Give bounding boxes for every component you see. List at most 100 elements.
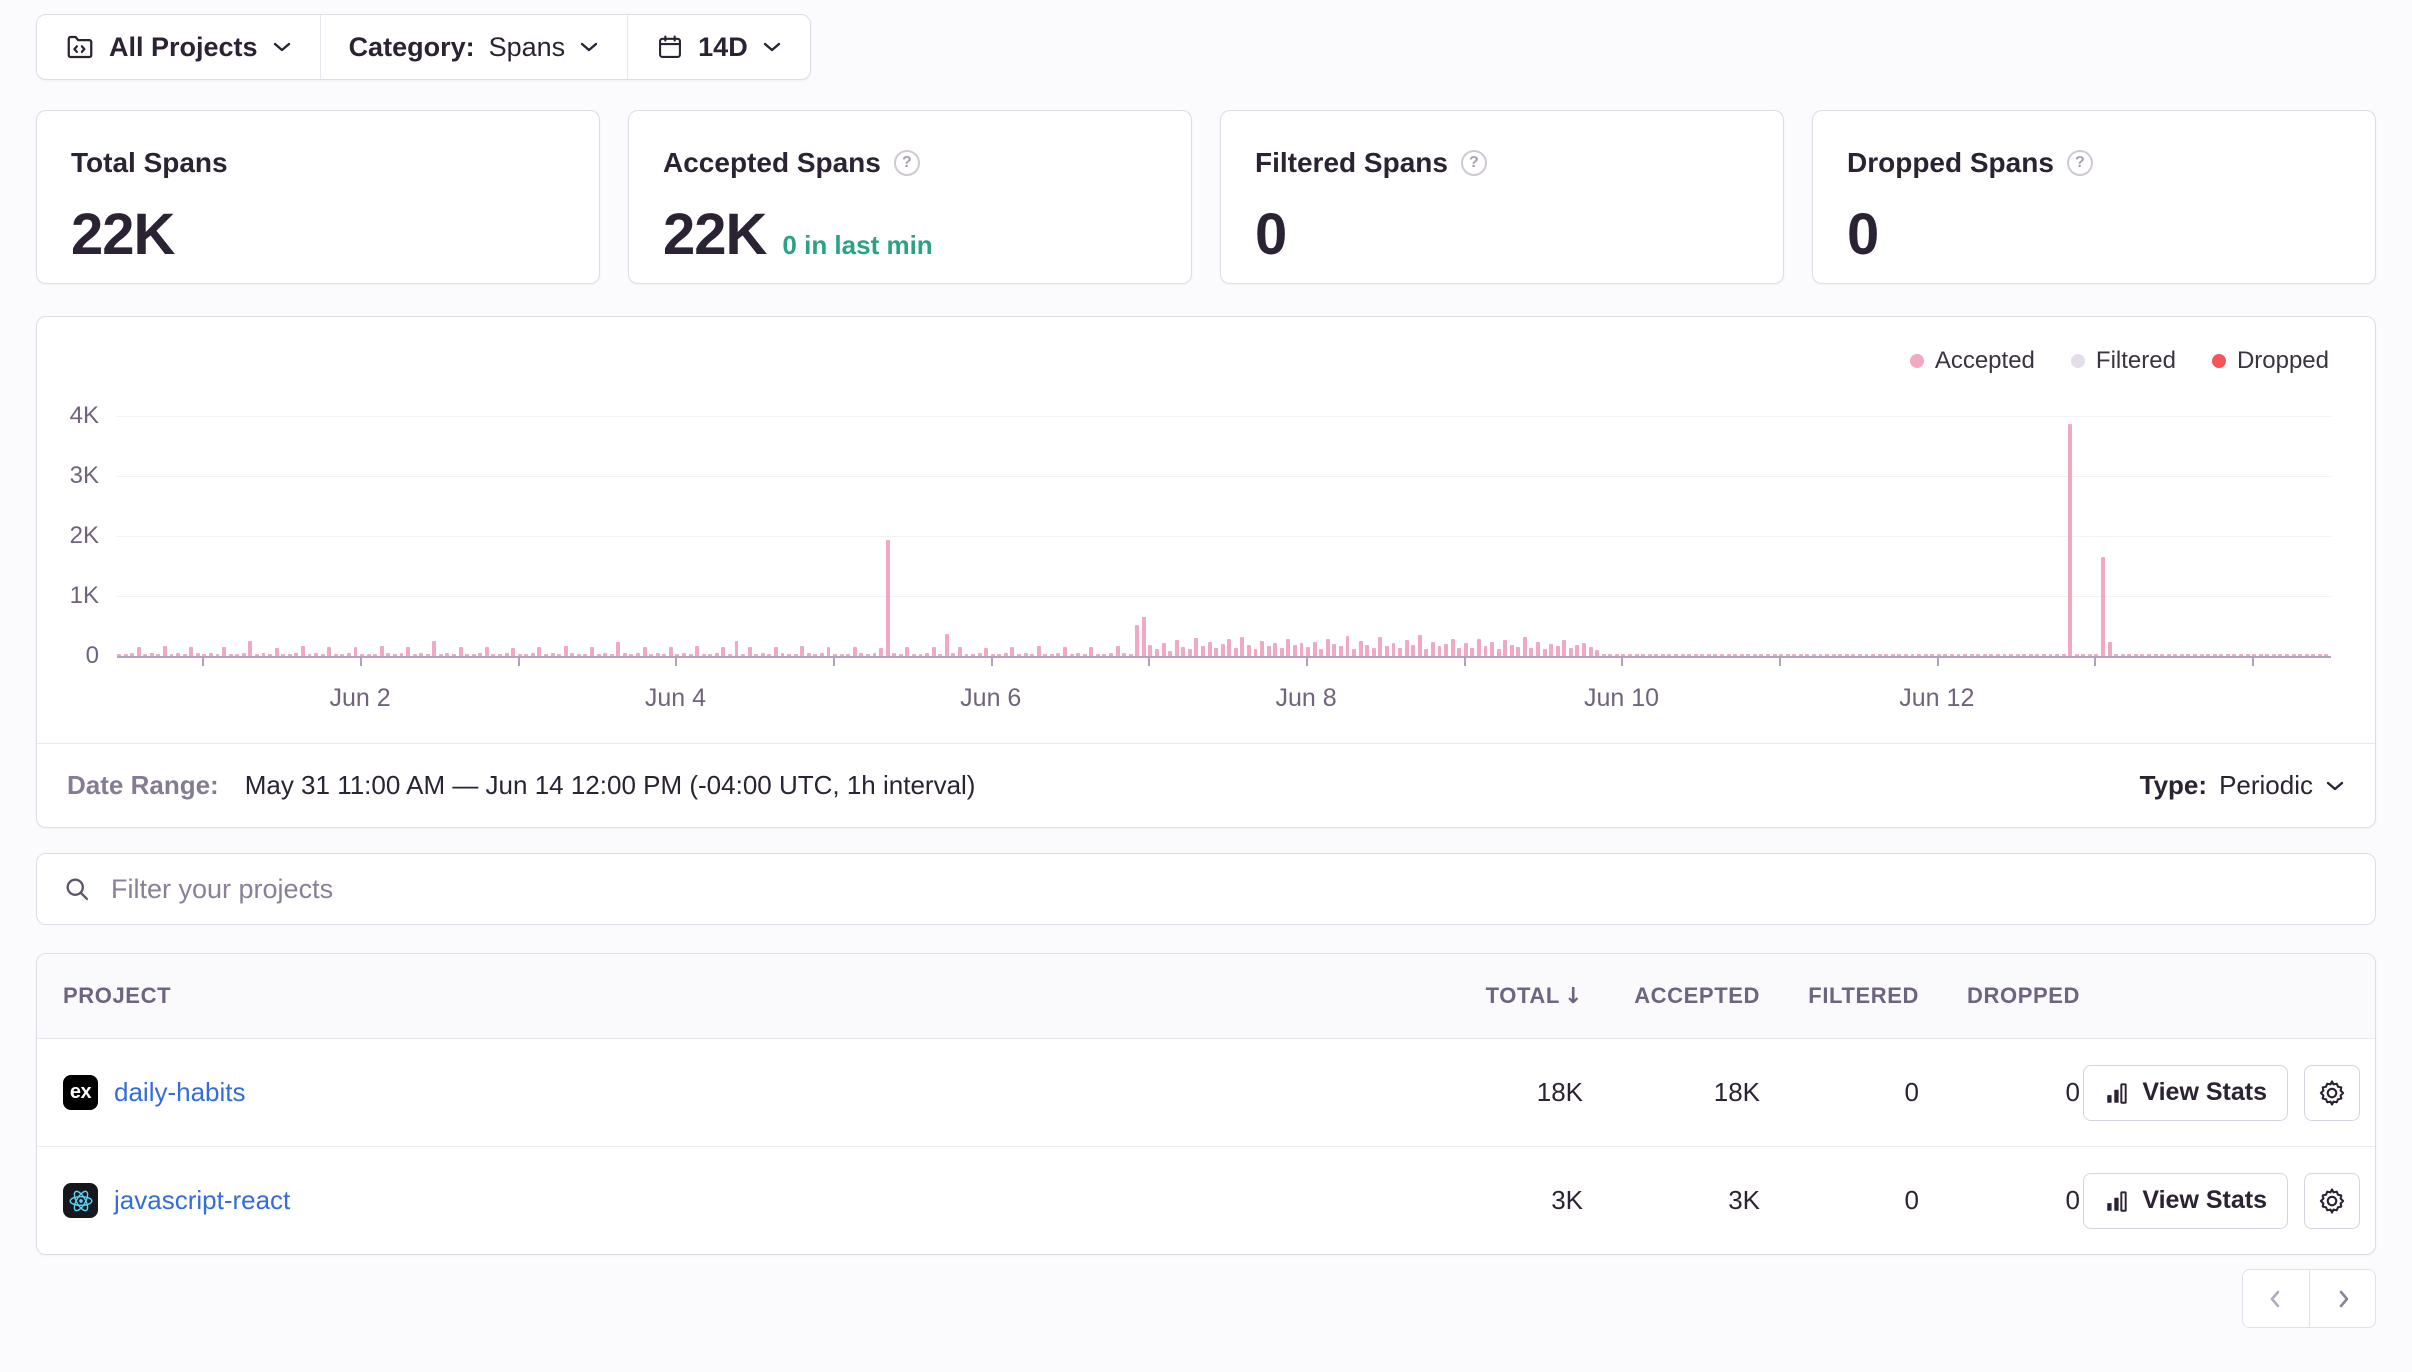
- chart-bar: [208, 653, 213, 656]
- chart-bar: [235, 654, 240, 656]
- project-settings-button[interactable]: [2304, 1172, 2360, 1229]
- chart-bar: [1266, 646, 1271, 656]
- type-selector[interactable]: Type: Periodic: [2140, 770, 2345, 801]
- question-circle-icon[interactable]: ?: [2066, 150, 2093, 176]
- chart-bar: [130, 653, 135, 656]
- x-axis-tick: [1936, 656, 1939, 666]
- chart-bar: [2271, 654, 2276, 656]
- dropped-spans-value: 0: [1847, 202, 1879, 267]
- chart-bar: [1450, 639, 1455, 656]
- project-settings-button[interactable]: [2304, 1064, 2360, 1121]
- chart-bar: [1726, 654, 1731, 656]
- chart-bar: [498, 653, 502, 656]
- chart-bar: [1733, 654, 1738, 656]
- chart-bar: [1332, 644, 1337, 656]
- pagination: [36, 1269, 2376, 1328]
- filtered-spans-value: 0: [1255, 202, 1287, 267]
- chart-bar: [1141, 617, 1146, 656]
- chart-bar: [2055, 654, 2059, 656]
- col-dropped[interactable]: DROPPED: [1967, 983, 2080, 1008]
- category-selector[interactable]: Category: Spans: [319, 15, 628, 79]
- chart-bar: [1483, 645, 1488, 656]
- chart-bar: [1279, 648, 1284, 656]
- chart-bar: [176, 653, 181, 656]
- y-axis-label: 1K: [69, 582, 99, 609]
- chart-bar: [997, 654, 1002, 656]
- gridline: [117, 536, 2331, 537]
- chart-bar: [1319, 648, 1324, 656]
- chart-bar: [833, 653, 838, 656]
- chart-bar: [622, 653, 627, 656]
- chart-bar: [1043, 653, 1048, 656]
- x-axis-tick: [1148, 656, 1151, 666]
- col-accepted[interactable]: ACCEPTED: [1634, 983, 1760, 1008]
- chart-bar: [1890, 654, 1895, 656]
- chart-bar: [1562, 640, 1567, 656]
- chart-bar: [524, 654, 529, 656]
- stat-cards: Total Spans 22K Accepted Spans ? 22K 0 i…: [36, 110, 2376, 284]
- x-axis-label: Jun 2: [329, 684, 391, 712]
- legend-dropped[interactable]: Dropped: [2211, 347, 2329, 375]
- project-link[interactable]: daily-habits: [114, 1077, 246, 1107]
- project-link[interactable]: javascript-react: [114, 1185, 291, 1215]
- filter-projects-input[interactable]: [109, 872, 2349, 906]
- chart-bar: [1207, 641, 1212, 656]
- chart-bar: [806, 653, 811, 656]
- col-project[interactable]: PROJECT: [63, 983, 172, 1008]
- chart-bar: [1490, 641, 1494, 656]
- bar-chart-icon: [2104, 1080, 2130, 1106]
- next-page-button[interactable]: [2309, 1270, 2375, 1327]
- chart-bar: [117, 653, 121, 656]
- chart-bar: [642, 646, 647, 656]
- chart-bar: [182, 653, 187, 656]
- chart-bar: [1187, 649, 1192, 656]
- legend-filtered[interactable]: Filtered: [2070, 347, 2176, 375]
- chart-bar: [307, 654, 312, 656]
- usage-chart-card: Accepted Filtered Dropped 0 1K 2K 3K 4K Jun 2…: [36, 316, 2376, 828]
- card-title: Total Spans: [71, 147, 228, 178]
- chart-bar: [563, 646, 568, 656]
- chart-bar: [2291, 654, 2296, 656]
- col-filtered[interactable]: FILTERED: [1808, 983, 1919, 1008]
- chart-bar: [346, 653, 351, 656]
- project-selector[interactable]: All Projects: [37, 15, 320, 79]
- col-total[interactable]: TOTAL ↓: [1485, 983, 1583, 1009]
- bar-chart-icon: [2104, 1188, 2130, 1214]
- chart-bar: [1746, 654, 1751, 656]
- chart-bar: [1220, 644, 1225, 656]
- chart-bar: [2278, 654, 2283, 656]
- legend-accepted[interactable]: Accepted: [1909, 347, 2035, 375]
- chart-bar: [655, 653, 660, 656]
- question-circle-icon[interactable]: ?: [1460, 150, 1487, 176]
- date-range-row: Date Range: May 31 11:00 AM — Jun 14 12:…: [37, 744, 2375, 827]
- view-stats-button[interactable]: View Stats: [2083, 1172, 2288, 1229]
- react-icon: [63, 1183, 98, 1218]
- chart-bar: [767, 653, 772, 656]
- chart-bar: [1693, 654, 1698, 656]
- filtered-dot-icon: [2070, 354, 2085, 368]
- chart-bar: [1457, 647, 1462, 656]
- chart-bar: [1023, 653, 1028, 656]
- chart-bar: [879, 647, 884, 656]
- chart-bar: [1227, 639, 1232, 656]
- chart-bar: [793, 653, 798, 656]
- chart-bar: [1785, 654, 1790, 656]
- chart-bar: [1003, 653, 1008, 656]
- chart-bar: [780, 653, 785, 656]
- gridline: [117, 596, 2331, 597]
- chart-bar: [1549, 644, 1554, 656]
- x-axis-tick: [675, 656, 678, 666]
- chevron-down-icon: [579, 41, 599, 53]
- chart-bar: [2160, 654, 2165, 656]
- chart-bar: [636, 653, 640, 656]
- chart-bar: [1798, 654, 1803, 656]
- chart-bar: [1956, 654, 1961, 656]
- chart-bar: [1168, 650, 1173, 656]
- chart-bar: [1358, 641, 1363, 656]
- previous-page-button[interactable]: [2243, 1270, 2309, 1327]
- view-stats-button[interactable]: View Stats: [2083, 1064, 2288, 1121]
- chart-bar: [649, 653, 654, 656]
- chart-bar: [2015, 654, 2020, 656]
- question-circle-icon[interactable]: ?: [893, 150, 920, 176]
- date-period-selector[interactable]: 14D: [627, 15, 810, 79]
